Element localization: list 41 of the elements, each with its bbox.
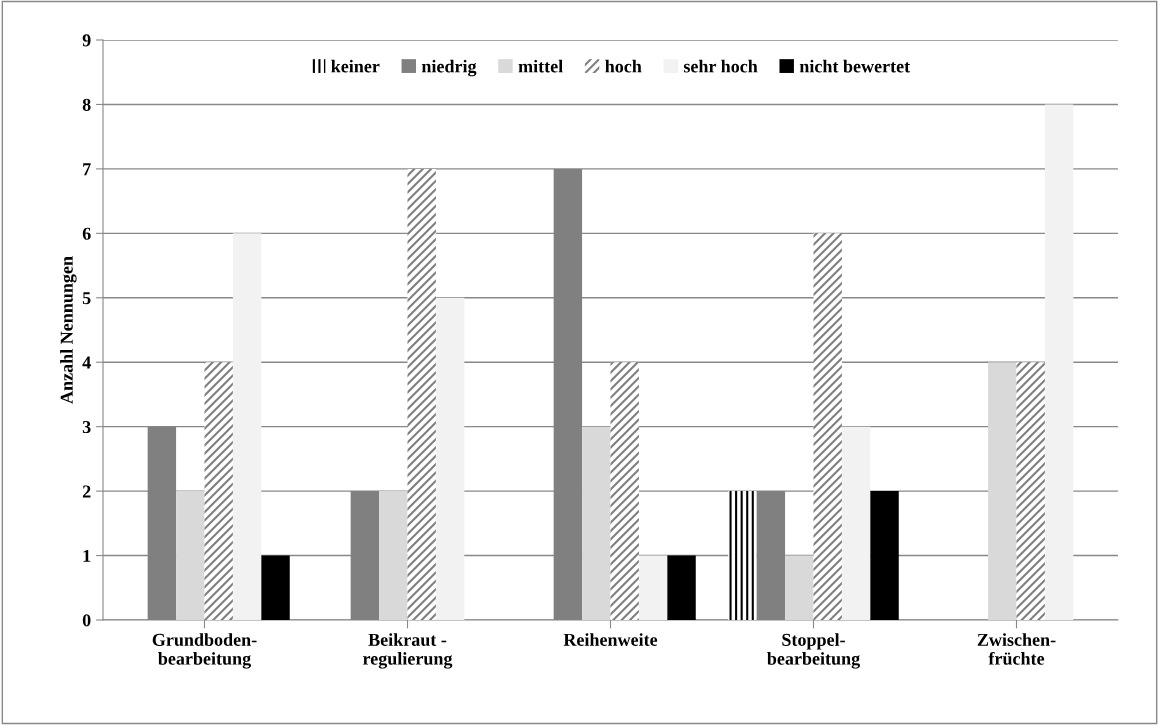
bar	[785, 555, 814, 620]
x-tick-label: Beikraut - regulierung	[363, 633, 453, 669]
y-tick-label: 9	[82, 34, 91, 47]
bar	[728, 491, 757, 620]
x-tick-label: Zwischen- früchte	[977, 633, 1056, 665]
y-tick-label: 0	[82, 614, 91, 627]
y-tick-label: 3	[82, 420, 91, 434]
y-axis-title: Anzahl Nennungen	[60, 256, 77, 404]
x-tick-label: Reihenweite	[563, 633, 658, 646]
bar	[813, 233, 842, 620]
bar	[204, 362, 233, 620]
bar	[582, 426, 611, 620]
bar	[667, 555, 696, 620]
y-tick-label: 5	[82, 292, 91, 305]
bar	[610, 362, 639, 620]
y-tick-label: 6	[82, 227, 91, 240]
bar	[176, 491, 205, 620]
x-tick-label: Stoppel- bearbeitung	[767, 633, 860, 669]
bar	[232, 233, 262, 620]
bar	[1016, 362, 1045, 620]
bar	[261, 555, 290, 620]
legend-label: niedrig	[421, 59, 477, 77]
bar	[1044, 104, 1074, 620]
legend-label: keiner	[331, 59, 380, 73]
y-tick-label: 1	[83, 549, 91, 562]
legend-label: mittel	[518, 59, 563, 73]
x-tick-label: Grundboden- bearbeitung	[152, 633, 257, 669]
bar	[841, 426, 871, 620]
y-tick-label: 4	[82, 356, 91, 369]
legend-label: hoch	[605, 59, 642, 73]
bar	[988, 362, 1017, 620]
bar	[870, 491, 899, 620]
y-tick-label: 2	[82, 485, 91, 498]
y-tick-label: 8	[82, 98, 91, 111]
bar	[407, 168, 436, 620]
legend-label: nicht bewertet	[799, 59, 911, 73]
bar	[638, 555, 668, 620]
bar	[435, 297, 465, 620]
y-tick-label: 7	[83, 163, 91, 176]
bar	[379, 491, 408, 620]
legend-label: sehr hoch	[683, 59, 758, 73]
